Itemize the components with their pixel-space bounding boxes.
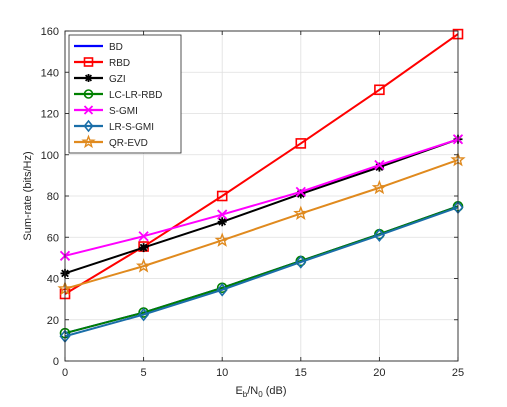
x-tick-label-2: 10 [216,367,228,379]
x-tick-labels: 0 5 10 15 20 25 [62,367,464,379]
data-point-s-gmi-1 [138,231,149,242]
y-tick-label-5: 100 [41,150,59,162]
y-tick-label-2: 40 [47,274,59,286]
legend-item-gzi: GZI [74,74,126,85]
series-line-rbd [64,33,459,295]
series-line-s-gmi [64,138,459,257]
data-point-rbd-4 [374,84,385,96]
legend-marker-lr-s-gmi [83,119,94,133]
legend-item-lr-s-gmi: LR-S-GMI [74,119,154,133]
y-tick-label-0: 0 [53,356,59,368]
series-line-qr-evd [64,158,459,290]
data-point-gzi-2 [217,217,227,227]
data-point-s-gmi-3 [295,186,306,198]
y-tick-label-6: 120 [41,109,59,121]
data-point-gzi-4 [374,162,384,172]
series-rbd [59,28,464,300]
x-tick-label-5: 25 [452,367,464,379]
y-tick-labels: 0 20 40 60 80 100 120 140 160 [41,26,59,368]
legend-label-gzi: GZI [109,74,126,85]
x-tick-label-3: 15 [295,367,307,379]
legend: BD RBD GZI LC-LR-RBD S-GMI LR-S-GMI QR-EVD [68,34,182,154]
y-tick-label-8: 160 [41,26,59,38]
y-tick-label-4: 80 [47,191,59,203]
data-point-lr-s-gmi-1 [138,307,150,322]
data-point-qr-evd-4 [371,179,388,195]
legend-marker-s-gmi [83,105,94,115]
data-point-qr-evd-1 [135,258,152,273]
data-point-s-gmi-2 [217,209,228,220]
y-tick-label-3: 60 [47,232,59,244]
legend-item-lc-lr-rbd: LC-LR-RBD [74,89,162,101]
y-tick-label-7: 140 [41,67,59,79]
data-point-lr-s-gmi-4 [373,228,385,242]
x-tick-label-4: 20 [373,367,385,379]
y-axis-label: Sum-rate (bits/Hz) [22,151,34,240]
y-tick-label-1: 20 [47,315,59,327]
legend-label-qr-evd: QR-EVD [109,138,148,149]
x-axis-label: Eb/N0 (dB) [235,385,286,399]
data-point-qr-evd-3 [293,205,309,221]
series-line-lr-s-gmi [64,206,459,338]
legend-label-bd: BD [109,42,123,53]
data-point-lr-s-gmi-3 [295,255,307,269]
legend-item-s-gmi: S-GMI [74,105,138,117]
legend-label-s-gmi: S-GMI [109,106,138,117]
legend-item-bd: BD [74,42,123,53]
data-point-s-gmi-4 [374,159,385,171]
data-point-gzi-3 [296,189,306,199]
axes [64,30,459,362]
legend-label-rbd: RBD [109,58,130,69]
data-point-lr-s-gmi-2 [216,283,228,297]
legend-marker-lc-lr-rbd [83,89,94,99]
x-tick-label-1: 5 [141,367,147,379]
data-point-rbd-3 [295,138,307,149]
legend-marker-gzi [84,74,93,82]
legend-item-rbd: RBD [74,57,130,69]
data-point-qr-evd-2 [214,232,230,247]
series-line-gzi [64,138,459,275]
data-point-rbd-2 [216,190,228,202]
legend-label-lc-lr-rbd: LC-LR-RBD [109,90,162,101]
legend-item-qr-evd: QR-EVD [74,134,148,149]
legend-marker-rbd [83,57,94,67]
series-lr-s-gmi [59,200,464,344]
x-tick-label-0: 0 [62,367,68,379]
legend-label-lr-s-gmi: LR-S-GMI [109,122,154,133]
data-point-gzi-1 [139,243,149,253]
legend-marker-qr-evd [81,134,96,149]
series-qr-evd [57,151,466,296]
